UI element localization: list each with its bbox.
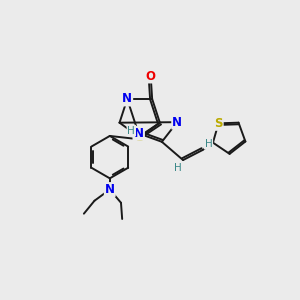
Text: N: N [134,127,143,140]
Text: H: H [128,126,135,136]
Text: N: N [122,92,132,106]
Text: O: O [146,70,156,83]
Text: H: H [205,139,212,148]
Text: N: N [172,116,182,129]
Text: H: H [174,163,182,173]
Text: N: N [105,183,115,196]
Text: S: S [135,131,144,144]
Text: S: S [214,117,223,130]
